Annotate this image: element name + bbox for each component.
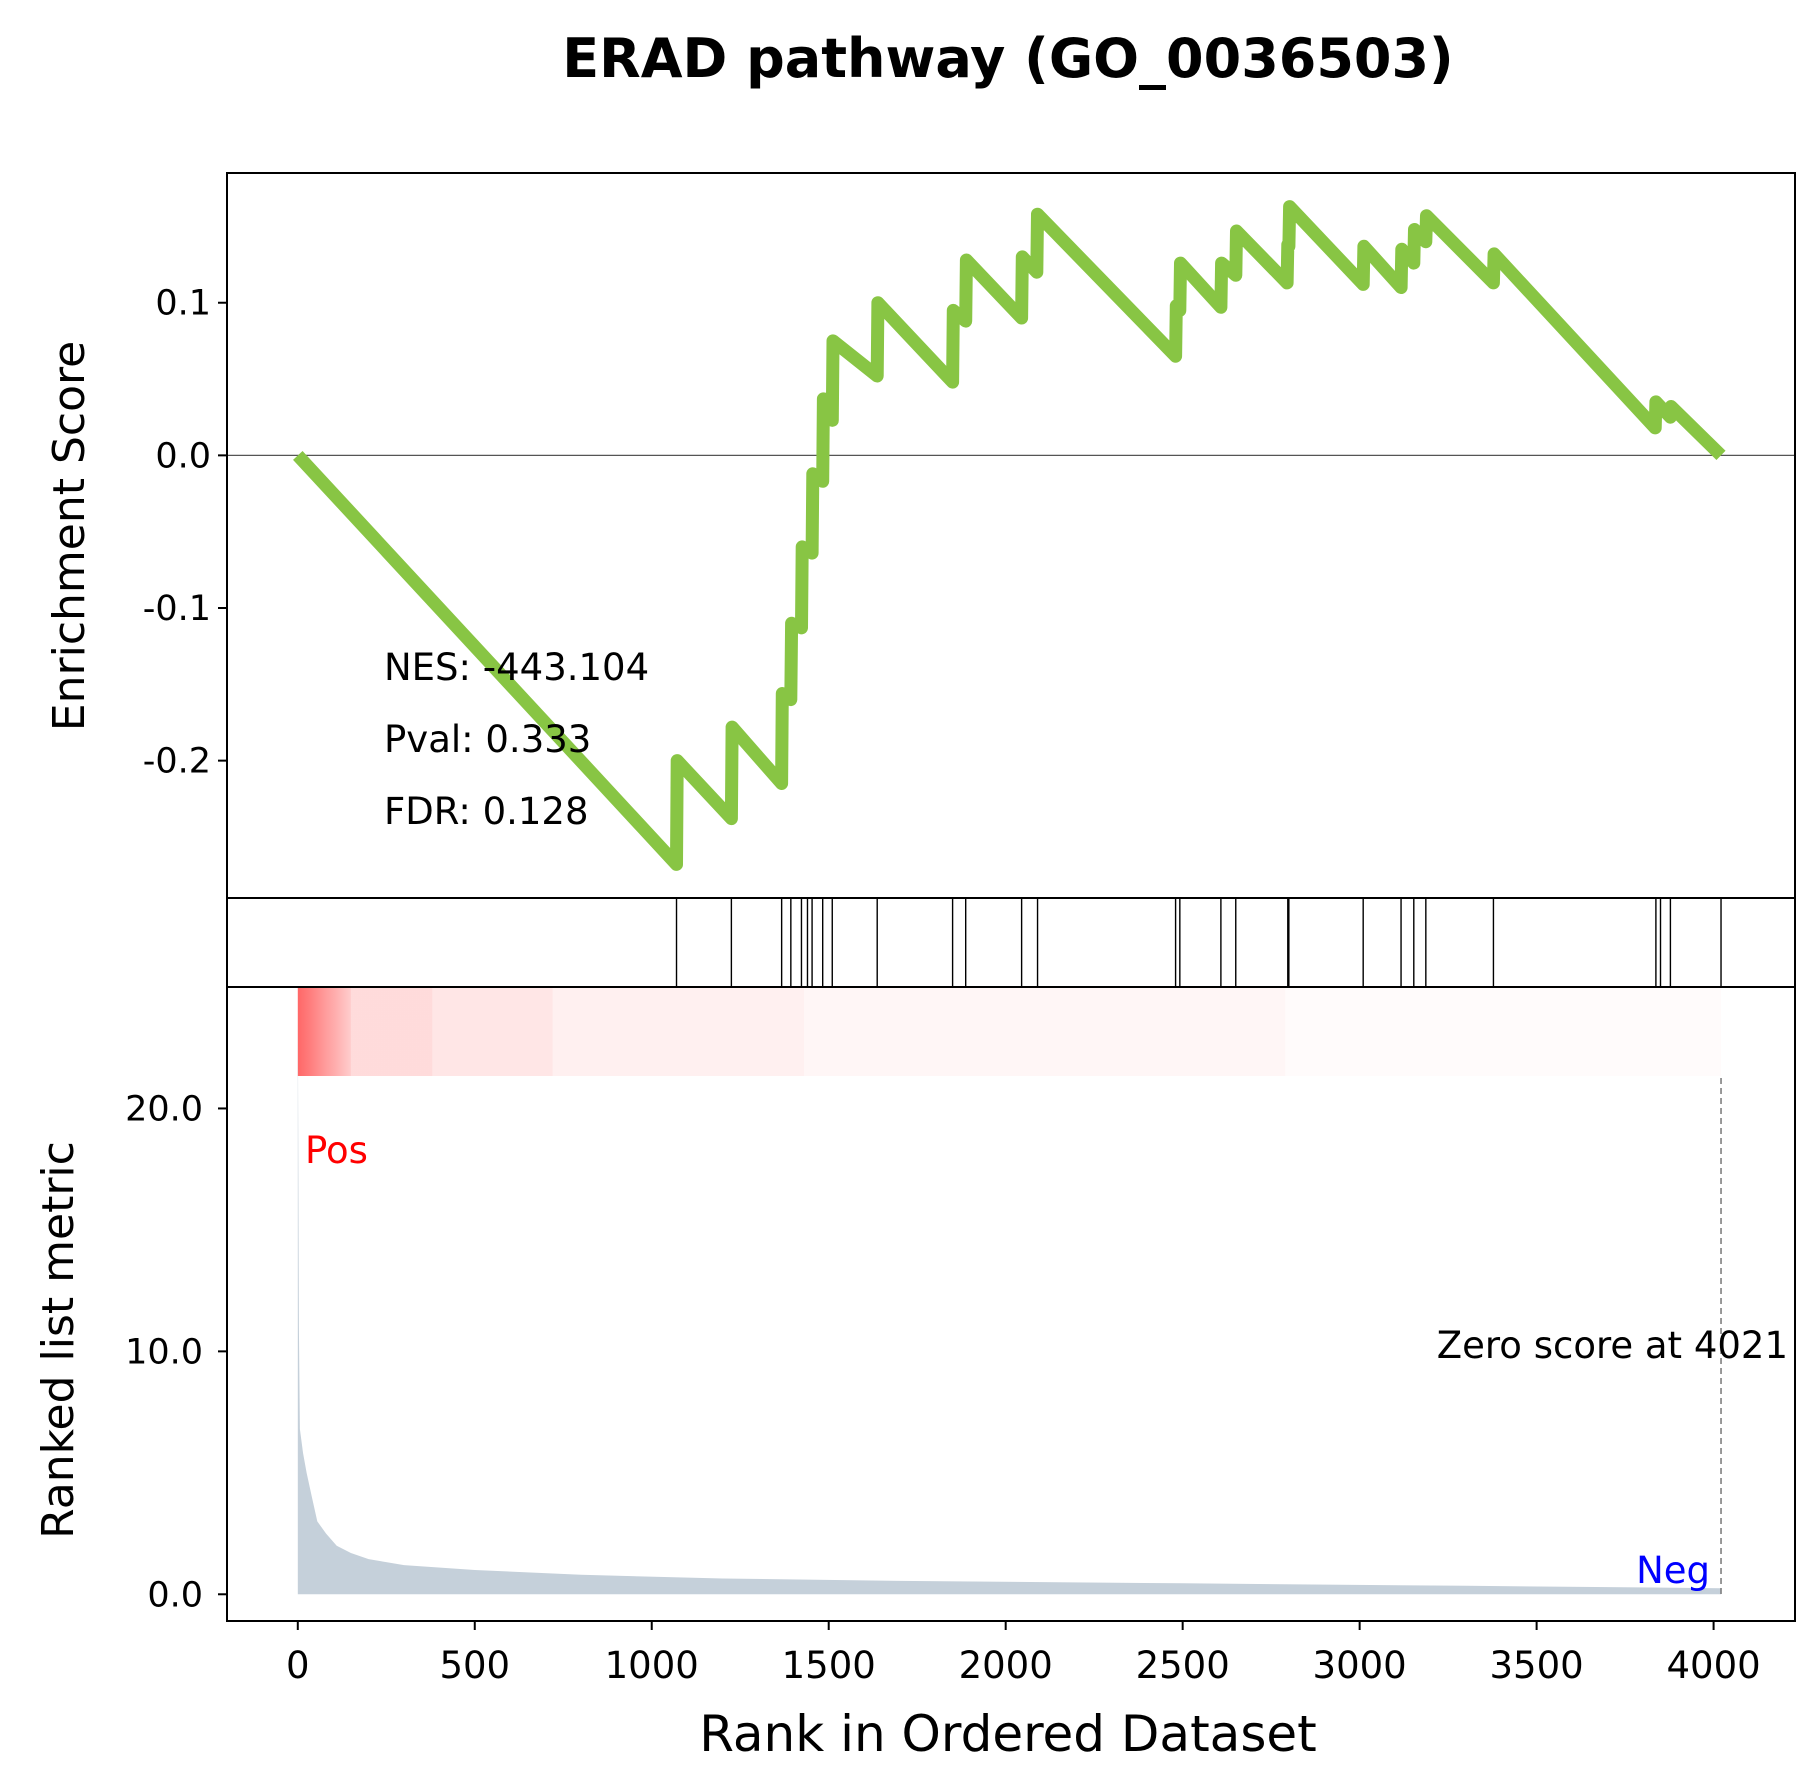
heatmap-band-segment <box>350 987 433 1076</box>
xtick-label: 3000 <box>1313 1644 1407 1687</box>
xtick-label: 3500 <box>1490 1644 1584 1687</box>
metric-ytick-label: 10.0 <box>125 1332 203 1372</box>
heatmap-band-segment <box>1285 987 1722 1076</box>
heatmap-band-segment <box>552 987 804 1076</box>
xtick-label: 2000 <box>959 1644 1053 1687</box>
heatmap-band-segment <box>297 987 351 1076</box>
zero-score-label: Zero score at 4021 <box>1437 1324 1788 1367</box>
ranked-metric-panel: Pos Neg Zero score at 4021 0.0 10.0 20.0 0 500 1… <box>125 986 1796 1687</box>
xtick-label: 1500 <box>782 1644 876 1687</box>
chart-title: ERAD pathway (GO_0036503) <box>562 27 1454 90</box>
heatmap-band-segment <box>432 987 553 1076</box>
x-axis-label: Rank in Ordered Dataset <box>699 1705 1316 1763</box>
xtick-label: 2500 <box>1136 1644 1230 1687</box>
es-ytick-label: 0.0 <box>155 436 211 476</box>
pos-label: Pos <box>305 1129 368 1172</box>
es-stat-label: Pval: 0.333 <box>384 718 591 761</box>
metric-ytick-label: 20.0 <box>125 1089 203 1129</box>
rank-heatmap-band <box>297 987 1722 1076</box>
es-ytick-label: 0.1 <box>155 284 211 324</box>
xtick-label: 1000 <box>605 1644 699 1687</box>
heatmap-band-segment <box>803 987 1286 1076</box>
metric-frame <box>226 986 1796 1622</box>
neg-label: Neg <box>1636 1549 1710 1592</box>
enrichment-score-panel: 0.1 0.0 -0.1 -0.2 NES: -443.104 Pval: 0.333 FD… <box>143 172 1796 899</box>
es-ylabel: Enrichment Score <box>44 341 95 731</box>
es-stat-label: NES: -443.104 <box>384 646 649 689</box>
xtick-label: 500 <box>439 1644 510 1687</box>
es-ytick-label: -0.2 <box>143 742 211 782</box>
es-curve-line <box>293 200 1726 871</box>
metric-ylabel: Ranked list metric <box>33 1141 84 1539</box>
es-stat-label: FDR: 0.128 <box>384 790 589 833</box>
metric-ytick-label: 0.0 <box>147 1575 203 1615</box>
xtick-label: 4000 <box>1667 1644 1761 1687</box>
es-ytick-label: -0.1 <box>143 589 211 629</box>
xtick-label: 0 <box>286 1644 310 1687</box>
